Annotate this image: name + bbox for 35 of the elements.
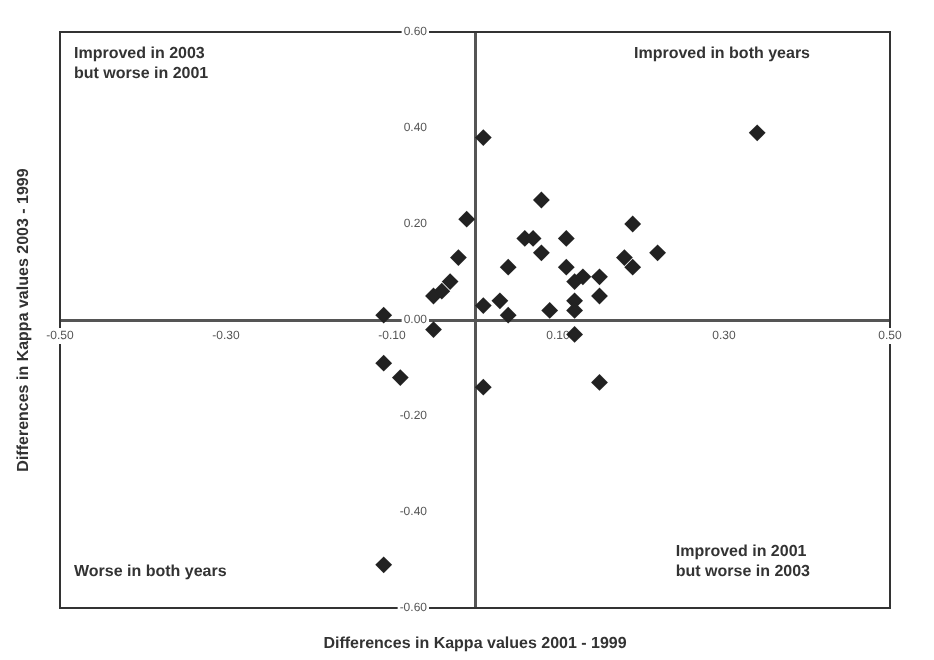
point — [541, 302, 558, 319]
x-axis-title: Differences in Kappa values 2001 - 1999 — [323, 634, 628, 653]
point — [649, 244, 666, 261]
annotation: Improved in 2003 but worse in 2001 — [74, 44, 210, 83]
point — [624, 259, 641, 276]
point — [442, 273, 459, 290]
point — [491, 292, 508, 309]
point — [591, 288, 608, 304]
annotation: Improved in both years — [633, 44, 812, 63]
annotation: Improved in 2001 but worse in 2003 — [675, 542, 812, 581]
point — [624, 216, 641, 232]
point — [392, 369, 409, 386]
annotation: Worse in both years — [74, 562, 228, 581]
point — [500, 259, 517, 276]
point — [425, 321, 442, 338]
point — [591, 268, 608, 285]
point — [749, 124, 766, 141]
point — [375, 556, 392, 573]
point — [500, 307, 517, 324]
point — [450, 249, 467, 266]
point — [375, 307, 392, 324]
point — [558, 259, 575, 276]
point — [475, 379, 492, 396]
point — [616, 249, 633, 266]
point — [533, 244, 550, 261]
point — [475, 297, 492, 314]
point — [475, 129, 492, 146]
point — [533, 192, 550, 208]
y-axis-title: Differences in Kappa values 2003 - 1999 — [14, 167, 33, 472]
point — [425, 288, 442, 304]
point — [458, 211, 475, 228]
point — [558, 230, 575, 247]
point — [375, 355, 392, 372]
point — [566, 273, 583, 290]
point — [591, 374, 608, 391]
